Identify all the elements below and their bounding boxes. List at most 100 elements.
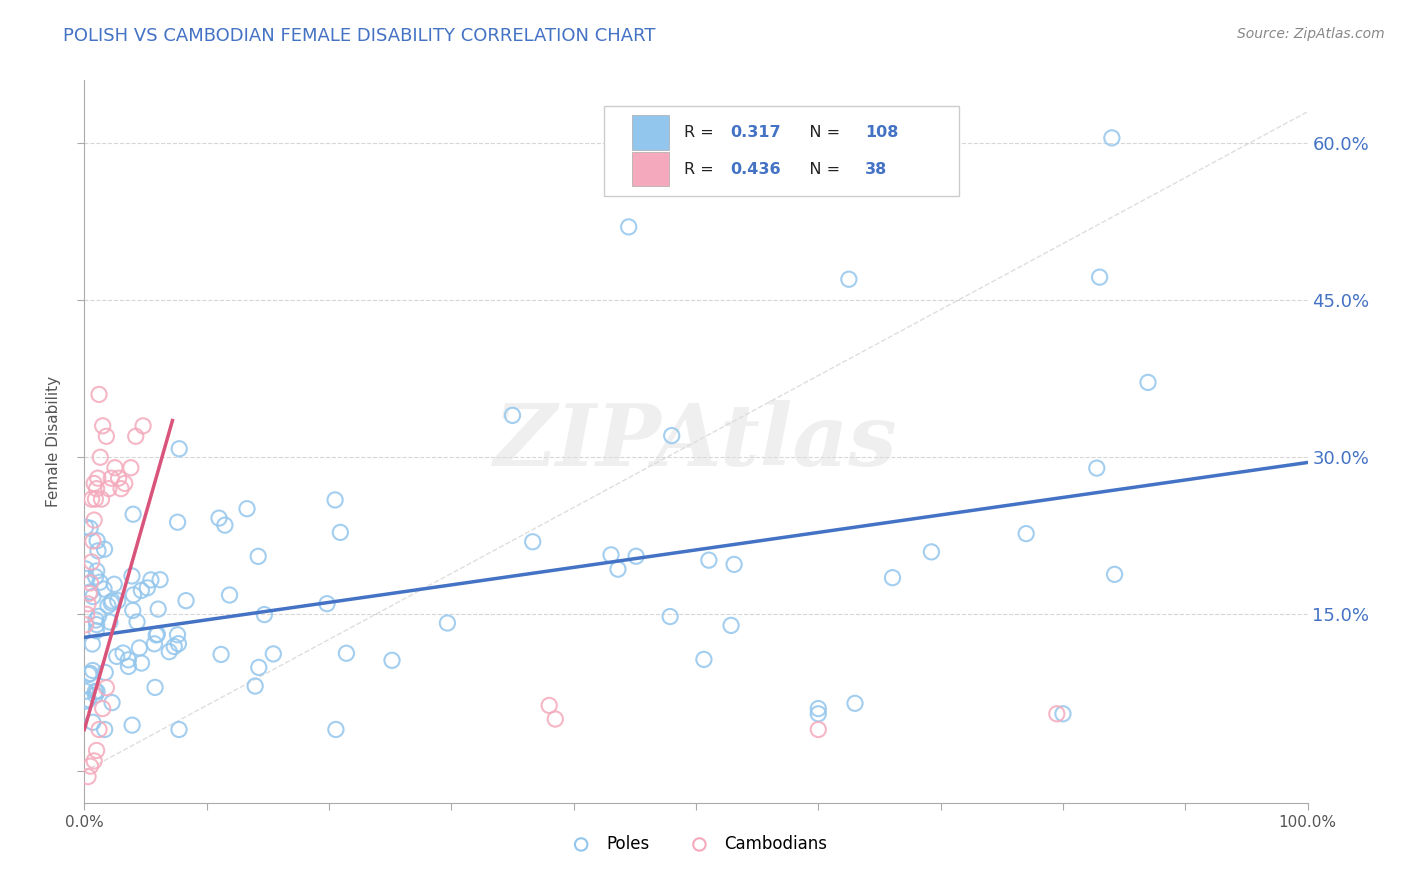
Point [131,583,153,598]
Point [83,476,105,491]
Point [218,588,240,602]
Text: 38: 38 [865,161,887,177]
Point [316,597,339,611]
Point [125,429,148,443]
Point [163,640,186,654]
Point [624,549,647,564]
Point [125,615,148,629]
Point [720,618,742,632]
Point [86,617,108,632]
Point [131,656,153,670]
Point [105,649,128,664]
Point [79,575,101,590]
Point [143,681,166,695]
Point [1015,526,1038,541]
Point [1104,567,1126,582]
Point [538,698,561,713]
Point [87,723,110,737]
Point [1101,131,1123,145]
Point [121,569,143,583]
Point [1085,461,1108,475]
Point [75,562,97,576]
Point [661,428,683,442]
Bar [633,152,669,186]
Point [149,573,172,587]
Point [166,515,188,529]
Point [148,602,170,616]
Point [86,564,108,578]
Text: N =: N = [794,125,845,140]
Point [86,743,108,757]
Point [617,219,640,234]
Point [84,613,107,627]
Point [93,582,115,596]
Point [87,609,110,624]
Point [77,692,100,706]
Point [236,501,259,516]
Point [807,706,830,721]
Point [844,696,866,710]
Point [167,637,190,651]
Point [1046,706,1069,721]
Point [87,544,110,558]
Point [145,628,167,642]
Point [83,513,105,527]
Point [136,581,159,595]
Point [107,593,129,607]
Text: R =: R = [683,161,718,177]
Point [381,653,404,667]
Point [157,645,180,659]
Point [84,684,107,698]
Point [323,492,346,507]
Point [807,701,830,715]
Point [1137,376,1160,390]
Point [79,759,101,773]
Point [120,460,142,475]
Point [544,712,567,726]
Point [329,525,352,540]
Point [920,545,942,559]
Point [75,694,97,708]
Point [243,679,266,693]
Point [209,648,232,662]
Point [103,577,125,591]
Text: 0.436: 0.436 [730,161,780,177]
Point [104,460,127,475]
Point [882,571,904,585]
Point [121,603,143,617]
Point [87,471,110,485]
Point [659,609,682,624]
Point [607,562,630,576]
Point [93,723,115,737]
Point [82,715,104,730]
Point [143,637,166,651]
Point [122,588,145,602]
Point [101,594,124,608]
Point [208,511,231,525]
Point [128,640,150,655]
Point [79,585,101,599]
Point [114,476,136,491]
Point [1088,270,1111,285]
Point [79,666,101,681]
Text: Source: ZipAtlas.com: Source: ZipAtlas.com [1237,27,1385,41]
Point [80,492,103,507]
Point [697,553,720,567]
Point [100,471,122,485]
Point [77,770,100,784]
Point [693,652,716,666]
Point [1052,706,1074,721]
Text: POLISH VS CAMBODIAN FEMALE DISABILITY CORRELATION CHART: POLISH VS CAMBODIAN FEMALE DISABILITY CO… [63,27,655,45]
Point [247,549,270,564]
Text: 108: 108 [865,125,898,140]
Point [325,723,347,737]
Point [117,659,139,673]
Point [83,754,105,768]
Point [117,653,139,667]
Legend: Poles, Cambodians: Poles, Cambodians [558,828,834,860]
Point [97,482,120,496]
Point [86,684,108,698]
FancyBboxPatch shape [605,105,959,196]
Point [89,450,111,465]
Point [107,471,129,485]
